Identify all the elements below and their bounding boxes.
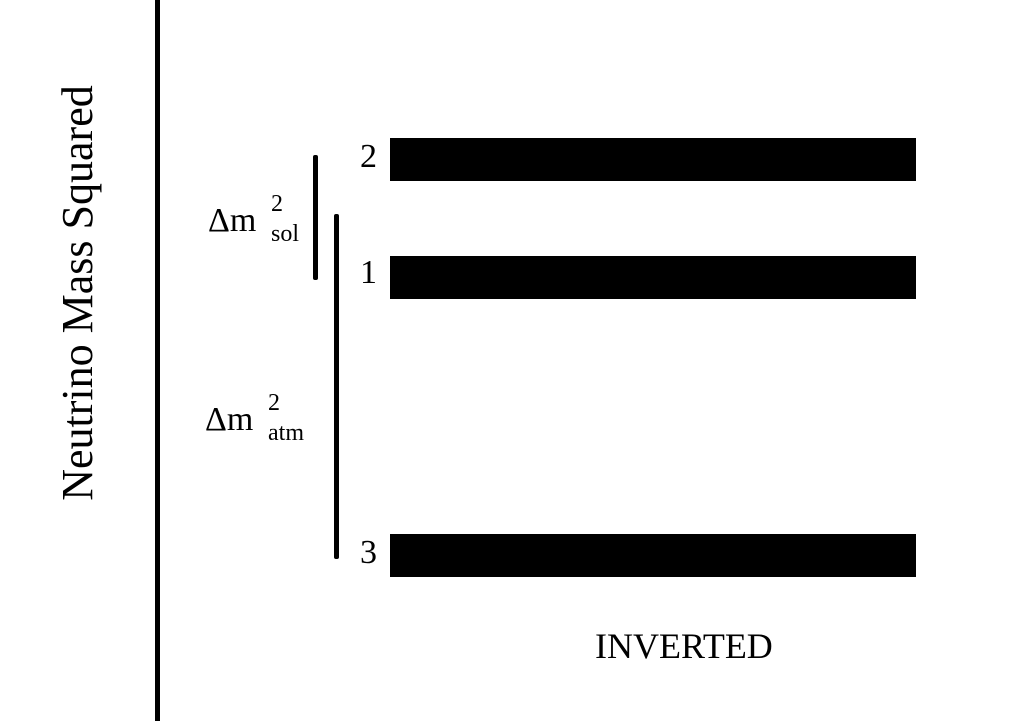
solar-superscript: 2 xyxy=(271,191,283,217)
ordering-label: INVERTED xyxy=(595,626,773,666)
mass-level-1-label: 1 xyxy=(360,254,377,291)
axis-label: Neutrino Mass Squared xyxy=(53,85,102,501)
mass-level-2-label: 2 xyxy=(360,138,377,175)
mass-level-1-bar xyxy=(390,256,916,299)
atmospheric-splitting-label: Δm 2 atm xyxy=(205,391,304,445)
atmospheric-delta-symbol: Δm xyxy=(205,401,254,438)
atmospheric-superscript: 2 xyxy=(268,390,280,416)
mass-axis-line xyxy=(155,0,160,721)
mass-level-3-bar xyxy=(390,534,916,577)
solar-delta-symbol: Δm xyxy=(208,202,257,239)
solar-splitting-bracket xyxy=(313,155,318,280)
solar-subscript: sol xyxy=(271,221,300,247)
atmospheric-splitting-bracket xyxy=(334,214,339,559)
solar-splitting-label: Δm 2 sol xyxy=(208,192,299,246)
mass-level-2-bar xyxy=(390,138,916,181)
mass-level-3-label: 3 xyxy=(360,534,377,571)
atmospheric-subscript: atm xyxy=(268,420,304,446)
